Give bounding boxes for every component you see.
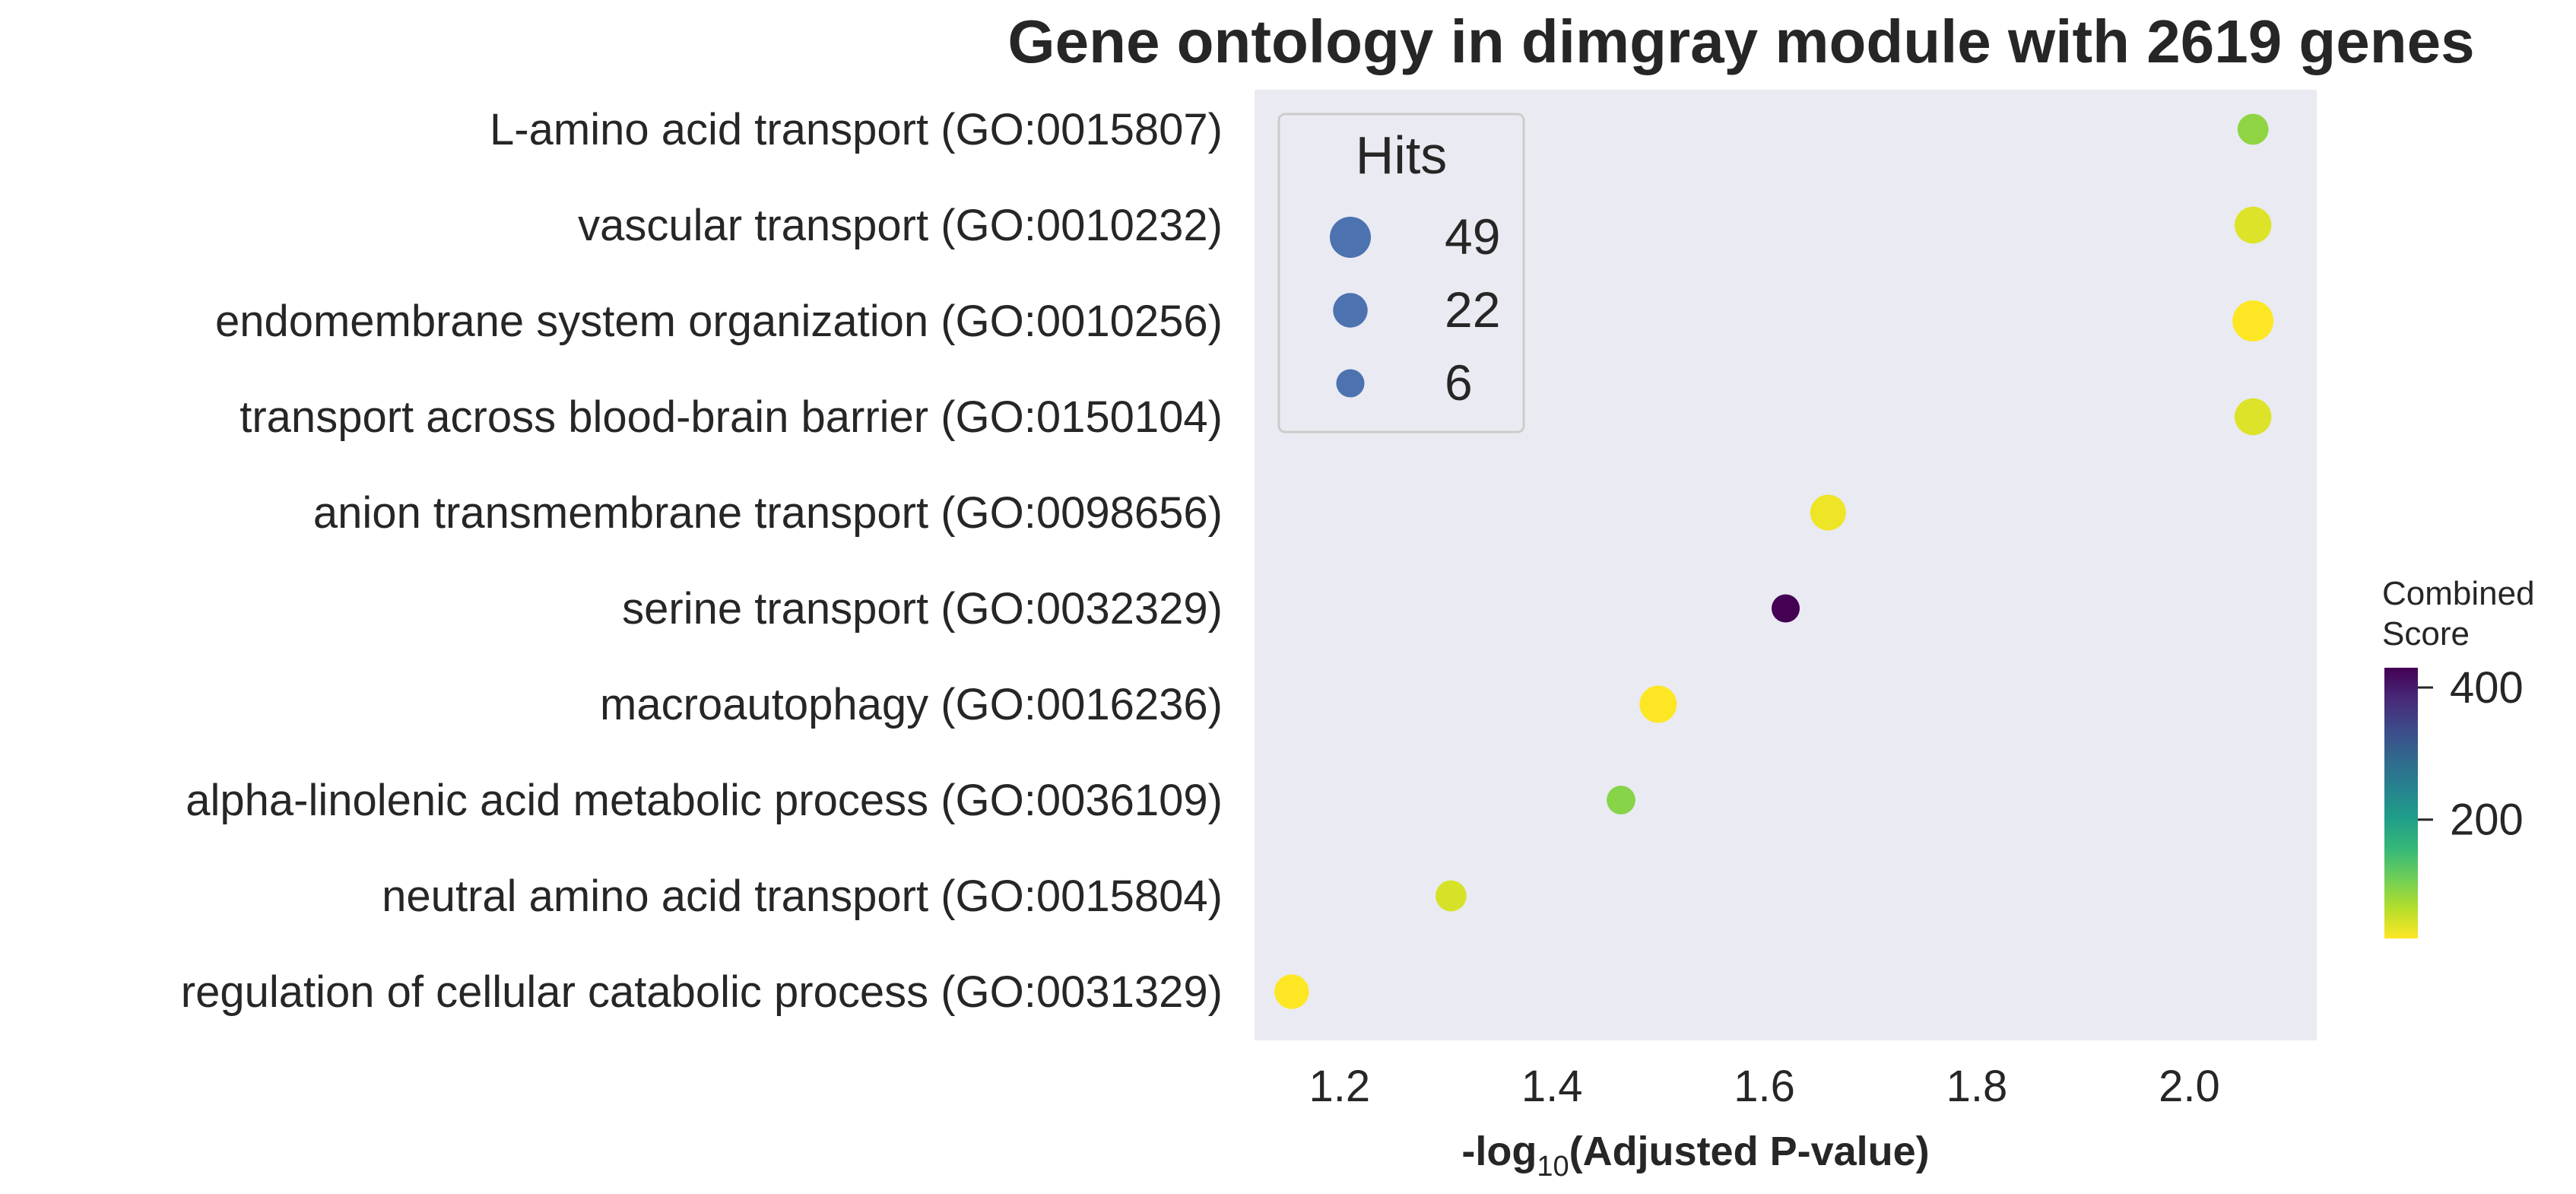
data-points xyxy=(1274,113,2274,1009)
data-point xyxy=(1436,880,1467,912)
legend-label: 22 xyxy=(1445,281,1500,338)
legend-title: Hits xyxy=(1356,125,1448,185)
x-tick-label: 1.6 xyxy=(1734,1062,1795,1111)
x-tick-label: 1.2 xyxy=(1309,1062,1370,1111)
x-axis-label-subscript: 10 xyxy=(1537,1151,1569,1183)
data-point xyxy=(2235,398,2272,436)
colorbar-ticks: 400 200 xyxy=(2418,663,2524,845)
legend-marker xyxy=(1330,217,1371,258)
data-point xyxy=(1639,685,1677,723)
data-point xyxy=(2237,113,2269,145)
data-point xyxy=(1274,974,1309,1009)
legend-label: 6 xyxy=(1445,354,1473,411)
legend-label: 49 xyxy=(1445,208,1500,265)
data-point xyxy=(2235,206,2272,244)
legend-marker xyxy=(1336,369,1365,398)
y-axis-label: L-amino acid transport (GO:0015807) xyxy=(490,105,1223,154)
data-point xyxy=(1607,786,1635,815)
x-axis-label-suffix: (Adjusted P-value) xyxy=(1569,1129,1930,1174)
colorbar-title-line-2: Score xyxy=(2382,615,2470,653)
x-tick-label: 1.4 xyxy=(1521,1062,1583,1111)
y-axis-labels: L-amino acid transport (GO:0015807) vascu… xyxy=(181,105,1223,1017)
colorbar-tick-label: 200 xyxy=(2450,795,2524,845)
y-axis-label: neutral amino acid transport (GO:0015804… xyxy=(382,872,1223,921)
data-point xyxy=(2232,300,2274,341)
legend-frame xyxy=(1277,113,1525,433)
colorbar-gradient xyxy=(2384,668,2418,938)
y-axis-label: transport across blood-brain barrier (GO… xyxy=(240,392,1223,442)
legend-entries: 49 22 6 xyxy=(1330,208,1500,411)
x-axis-label: -log10(Adjusted P-value) xyxy=(1461,1129,1929,1183)
colorbar: Combined Score 400 200 xyxy=(2382,575,2535,938)
y-axis-label: regulation of cellular catabolic process… xyxy=(181,967,1223,1017)
data-point xyxy=(1810,494,1846,531)
y-axis-label: alpha-linolenic acid metabolic process (… xyxy=(186,776,1223,825)
y-axis-label: endomembrane system organization (GO:001… xyxy=(215,297,1223,346)
legend-marker xyxy=(1333,293,1368,328)
x-tick-label: 1.8 xyxy=(1946,1062,2008,1111)
x-axis-label-prefix: -log xyxy=(1461,1129,1537,1174)
x-axis-tick-labels: 1.2 1.4 1.6 1.8 2.0 xyxy=(1309,1062,2219,1111)
y-axis-label: anion transmembrane transport (GO:009865… xyxy=(313,488,1223,538)
data-point xyxy=(1772,594,1800,623)
chart-title: Gene ontology in dimgray module with 261… xyxy=(1007,8,2474,75)
colorbar-tick-label: 400 xyxy=(2450,663,2524,713)
y-axis-label: serine transport (GO:0032329) xyxy=(622,584,1223,634)
size-legend: Hits 49 22 6 xyxy=(1277,113,1525,433)
colorbar-title-line-1: Combined xyxy=(2382,575,2535,612)
y-axis-label: vascular transport (GO:0010232) xyxy=(578,201,1223,250)
x-tick-label: 2.0 xyxy=(2159,1062,2220,1111)
y-axis-label: macroautophagy (GO:0016236) xyxy=(600,680,1223,729)
